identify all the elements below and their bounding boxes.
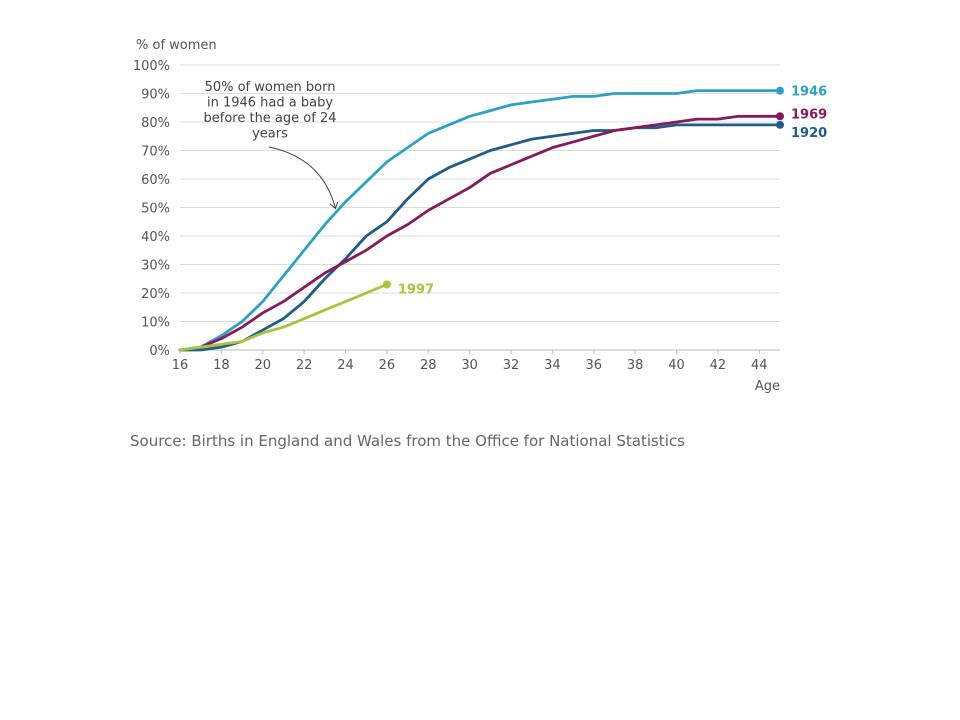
annotation-arrow bbox=[268, 146, 335, 208]
y-axis-title: % of women bbox=[136, 38, 217, 53]
x-tick-label: 18 bbox=[213, 358, 230, 373]
x-tick-label: 22 bbox=[296, 358, 313, 373]
y-tick-label: 10% bbox=[141, 316, 170, 331]
y-tick-label: 20% bbox=[141, 287, 170, 302]
x-tick-label: 24 bbox=[337, 358, 354, 373]
x-tick-label: 42 bbox=[710, 358, 727, 373]
y-tick-label: 100% bbox=[133, 59, 170, 74]
y-axis-tick-labels: 0% 10% 20% 30% 40% 50% 60% 70% 80% 90% 100% bbox=[133, 59, 170, 359]
series-line-1946 bbox=[178, 89, 782, 352]
y-tick-label: 80% bbox=[141, 116, 170, 131]
y-tick-label: 50% bbox=[141, 202, 170, 217]
x-tick-label: 28 bbox=[420, 358, 437, 373]
series-line-1920 bbox=[178, 123, 782, 352]
series-lines: 1946 1920 1969 1997 bbox=[178, 85, 827, 352]
series-label-1920: 1920 bbox=[791, 126, 827, 141]
x-tick-label: 20 bbox=[254, 358, 271, 373]
series-end-point-1920 bbox=[776, 120, 784, 129]
series-line-1997 bbox=[178, 283, 389, 352]
y-tick-label: 90% bbox=[141, 88, 170, 103]
x-tick-label: 34 bbox=[544, 358, 561, 373]
annotation-text-line: in 1946 had a baby bbox=[207, 96, 333, 111]
x-tick-label: 30 bbox=[461, 358, 478, 373]
x-tick-label: 36 bbox=[586, 358, 603, 373]
x-tick-label: 38 bbox=[627, 358, 644, 373]
x-tick-label: 16 bbox=[172, 358, 189, 373]
x-tick-label: 32 bbox=[503, 358, 520, 373]
x-axis-title: Age bbox=[755, 379, 780, 394]
line-chart: 0% 10% 20% 30% 40% 50% 60% 70% 80% 90% 100% 16 18 20… bbox=[133, 38, 827, 394]
y-tick-label: 70% bbox=[141, 145, 170, 160]
annotation-text-line: before the age of 24 bbox=[204, 111, 337, 126]
x-tick-label: 26 bbox=[379, 358, 396, 373]
y-tick-label: 0% bbox=[149, 344, 170, 359]
series-line-1969 bbox=[178, 114, 782, 352]
source-note: Source: Births in England and Wales from… bbox=[130, 432, 685, 450]
y-tick-label: 30% bbox=[141, 259, 170, 274]
x-axis-tick-labels: 16 18 20 22 24 26 28 30 32 34 36 38 40 42 44 bbox=[172, 350, 768, 373]
annotation-text-line: 50% of women born bbox=[205, 80, 336, 95]
series-label-1997: 1997 bbox=[398, 282, 434, 297]
series-end-point-1946 bbox=[776, 86, 784, 95]
y-tick-label: 40% bbox=[141, 230, 170, 245]
x-tick-label: 40 bbox=[668, 358, 685, 373]
series-label-1946: 1946 bbox=[791, 85, 827, 100]
series-end-point-1969 bbox=[776, 112, 784, 121]
series-end-point-1997 bbox=[382, 280, 391, 289]
y-tick-label: 60% bbox=[141, 173, 170, 188]
x-tick-label: 44 bbox=[751, 358, 768, 373]
series-label-1969: 1969 bbox=[791, 107, 827, 122]
annotation-text-line: years bbox=[252, 127, 288, 142]
